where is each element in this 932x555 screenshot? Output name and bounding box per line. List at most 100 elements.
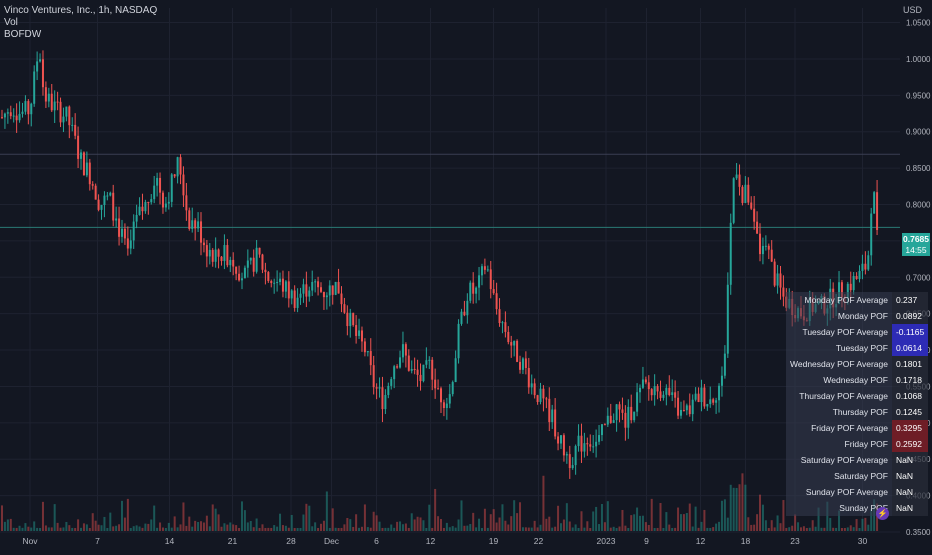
volume-bar — [252, 527, 255, 531]
candle-body — [756, 221, 759, 234]
volume-bar — [843, 528, 846, 531]
candle-body — [691, 399, 694, 415]
volume-bar — [779, 523, 782, 531]
candle-body — [650, 389, 653, 396]
volume-bar — [761, 504, 764, 531]
volume-bar — [697, 527, 700, 531]
volume-bar — [47, 527, 50, 531]
volume-bar — [74, 527, 77, 531]
pof-table-row: Saturday POF Average NaN — [786, 452, 929, 468]
volume-bar — [747, 517, 750, 531]
volume-bar — [630, 515, 633, 531]
bofdw-indicator-label[interactable]: BOFDW — [4, 29, 42, 40]
volume-bar — [135, 525, 138, 531]
candle-body — [208, 249, 211, 257]
volume-bar — [615, 527, 618, 531]
volume-bar — [636, 507, 639, 531]
pof-table-row: Thursday POF 0.1245 — [786, 404, 929, 420]
x-tick-label: 12 — [696, 536, 706, 546]
candle-body — [653, 386, 656, 396]
candle-body — [164, 203, 167, 208]
volume-bar — [267, 527, 270, 531]
volume-bar — [299, 527, 302, 531]
volume-bar — [846, 527, 849, 531]
volume-bar — [706, 527, 709, 531]
candle-body — [562, 435, 565, 456]
pof-value: 0.237 — [891, 292, 929, 308]
volume-indicator-label[interactable]: Vol — [4, 17, 18, 28]
candle-body — [59, 101, 62, 123]
candle-body — [235, 266, 238, 274]
candle-body — [674, 392, 677, 398]
volume-bar — [466, 525, 469, 531]
volume-bar — [797, 522, 800, 531]
candle-body — [331, 285, 334, 295]
volume-bar — [682, 514, 685, 531]
candle-body — [694, 393, 697, 400]
candle-body — [773, 261, 776, 286]
pof-label: Thursday POF Average — [786, 388, 892, 404]
volume-bar — [480, 527, 483, 531]
volume-bar — [410, 513, 413, 531]
volume-bar — [785, 527, 788, 531]
candle-body — [214, 249, 217, 262]
volume-bar — [820, 527, 823, 531]
candle-body — [410, 368, 413, 371]
volume-bar — [583, 527, 586, 531]
volume-bar — [393, 527, 396, 531]
volume-bar — [498, 517, 501, 531]
x-tick-label: 14 — [165, 536, 175, 546]
volume-bar — [167, 522, 170, 531]
candle-body — [495, 293, 498, 310]
candle-body — [738, 174, 741, 187]
pof-label: Thursday POF — [786, 404, 892, 420]
volume-bar — [255, 518, 258, 531]
y-tick-label: 1.0000 — [906, 55, 931, 64]
volume-bar — [568, 521, 571, 531]
candle-body — [612, 420, 615, 423]
currency-label[interactable]: USD — [902, 5, 922, 15]
candle-body — [287, 281, 290, 299]
x-tick-label: Nov — [22, 536, 38, 546]
volume-bar — [337, 527, 340, 531]
candle-body — [360, 330, 363, 342]
candle-body — [715, 400, 718, 403]
candle-body — [873, 192, 876, 214]
tradingview-logo-icon[interactable]: ⚡ — [876, 507, 889, 520]
volume-bar — [150, 519, 153, 531]
symbol-title[interactable]: Vinco Ventures, Inc., 1h, NASDAQ — [4, 5, 158, 16]
candle-body — [521, 358, 524, 370]
x-tick-label: 23 — [790, 536, 800, 546]
volume-bar — [284, 525, 287, 531]
candle-body — [706, 404, 709, 407]
candle-body — [267, 272, 270, 282]
candle-body — [74, 124, 77, 136]
volume-bar — [179, 524, 182, 531]
candle-body — [191, 220, 194, 229]
candle-body — [159, 177, 162, 193]
volume-bar — [238, 527, 241, 531]
volume-bar — [539, 524, 542, 531]
x-tick-label: 6 — [374, 536, 379, 546]
volume-bar — [551, 527, 554, 531]
last-price-badge: 0.7685 — [902, 233, 930, 245]
volume-bar — [208, 526, 211, 531]
volume-bar — [1, 505, 3, 531]
candle-body — [501, 322, 504, 324]
volume-bar — [308, 505, 311, 531]
volume-bar — [472, 512, 475, 531]
candle-body — [255, 247, 258, 272]
volume-bar — [764, 520, 767, 531]
candle-body — [747, 184, 750, 203]
candle-body — [434, 379, 437, 389]
candle-body — [138, 206, 141, 215]
volume-bar — [138, 526, 141, 531]
candle-body — [340, 293, 343, 305]
x-tick-label: Dec — [324, 536, 340, 546]
x-tick-label: 7 — [95, 536, 100, 546]
candle-body — [759, 233, 762, 255]
volume-bar — [823, 527, 826, 531]
pof-table-row: Monday POF Average 0.237 — [786, 292, 929, 308]
